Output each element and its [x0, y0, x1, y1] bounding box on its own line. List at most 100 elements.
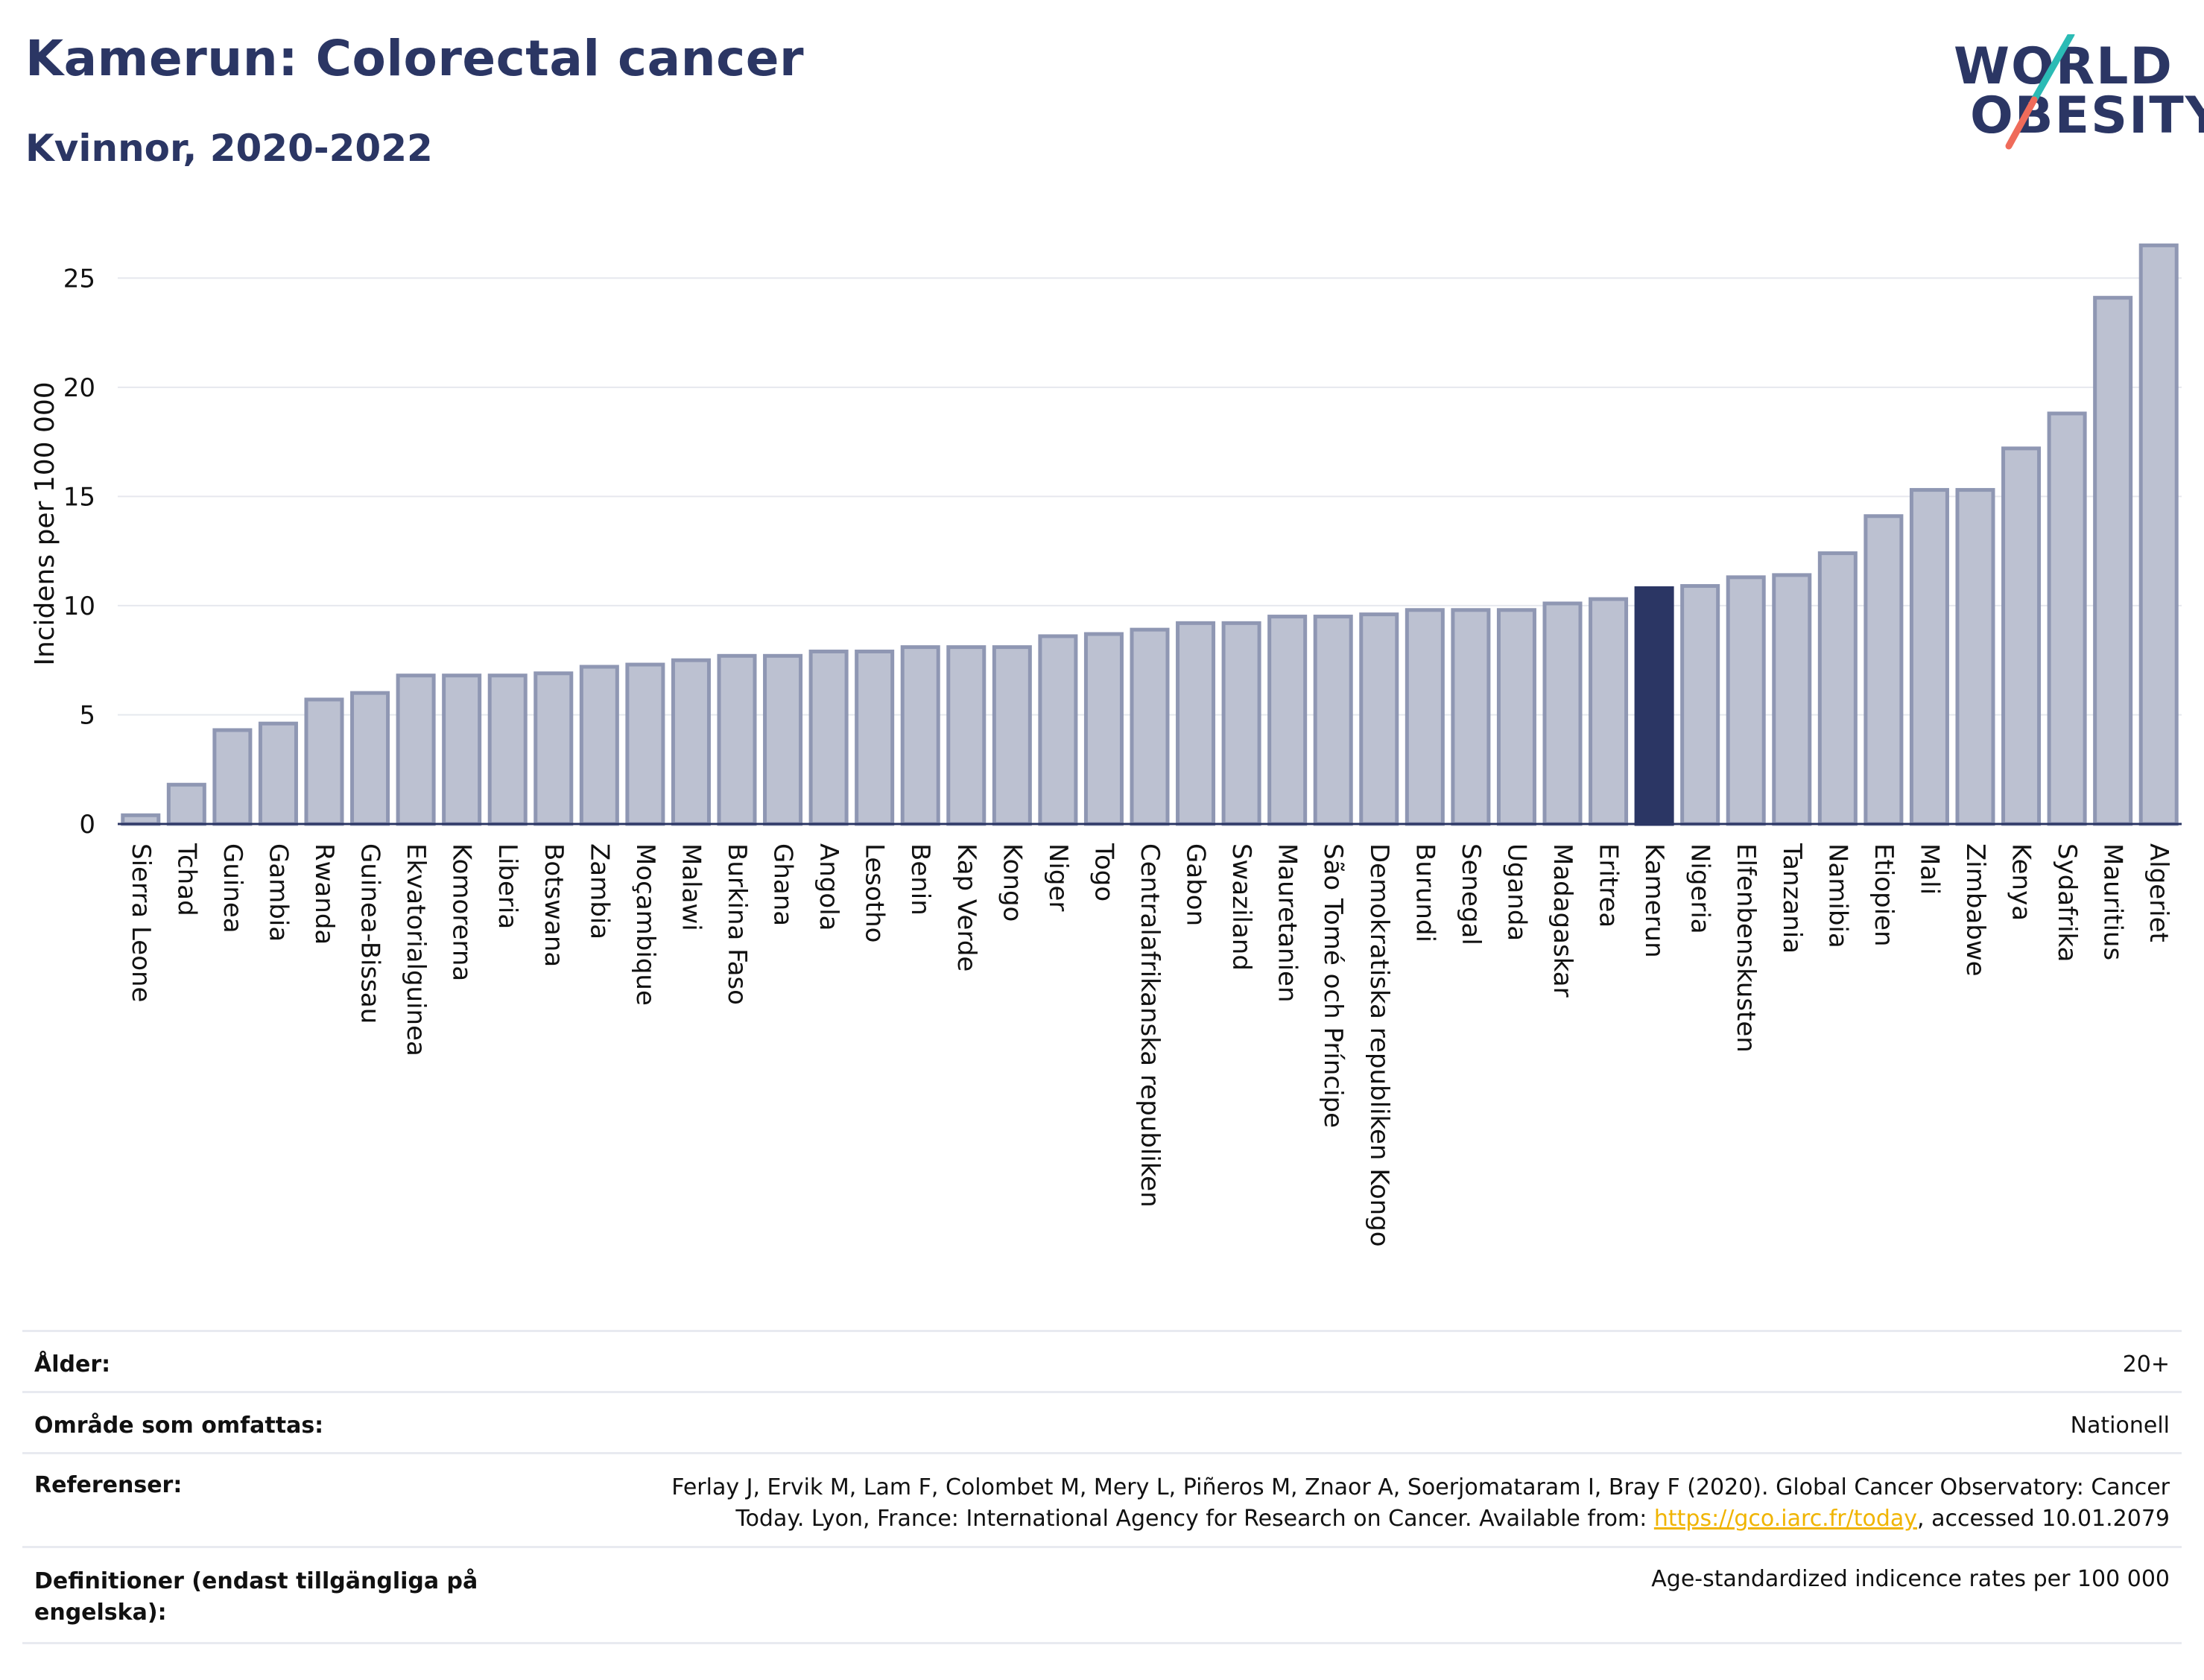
bar: [304, 697, 344, 826]
bar: [1176, 621, 1216, 826]
logo-slash-icon: [2005, 34, 2075, 150]
x-tick-label: Zambia: [584, 843, 614, 939]
references-line-1: Ferlay J, Ervik M, Lam F, Colombet M, Me…: [671, 1474, 2170, 1500]
bar: [1130, 627, 1170, 826]
x-tick-label: Kenya: [2007, 843, 2036, 921]
x-tick-label: Guinea: [218, 843, 247, 933]
age-value: 20+: [2122, 1351, 2170, 1378]
x-tick-label: Mauritius: [2098, 843, 2128, 960]
y-tick-label: 25: [63, 264, 95, 294]
y-tick-label: 10: [63, 592, 95, 621]
bar: [1221, 621, 1261, 826]
bar: [350, 691, 390, 826]
x-tick-label: Gambia: [263, 843, 293, 942]
meta-row-references: Referenser: Ferlay J, Ervik M, Lam F, Co…: [22, 1452, 2182, 1548]
x-tick-label: Lesotho: [860, 843, 890, 942]
x-tick-label: Benin: [905, 843, 935, 916]
x-tick-label: Tchad: [171, 843, 201, 916]
x-tick-label: Mauretanien: [1273, 843, 1302, 1003]
bar-chart: 0 5 10 15 20 25 Incidens per 100 000 Sierra Leo…: [30, 243, 2182, 1247]
x-tick-label: Centralafrikanska republiken: [1135, 843, 1165, 1208]
bar: [763, 653, 803, 826]
x-tick-label: Etiopien: [1869, 843, 1899, 947]
chart-title: Kamerun: Colorectal cancer: [25, 30, 805, 87]
x-tick-label: Kongo: [997, 843, 1027, 922]
y-axis-label: Incidens per 100 000: [30, 381, 60, 665]
references-value: Ferlay J, Ervik M, Lam F, Colombet M, Me…: [671, 1472, 2170, 1535]
bar: [1909, 488, 1949, 826]
references-link[interactable]: https://gco.iarc.fr/today: [1653, 1506, 1918, 1532]
x-tick-label: Senegal: [1456, 843, 1486, 945]
y-tick-label: 20: [63, 373, 95, 403]
x-tick-label: Liberia: [493, 843, 522, 929]
bar: [1955, 488, 1995, 826]
x-tick-label: Demokratiska republiken Kongo: [1364, 843, 1394, 1247]
bar: [1589, 597, 1629, 826]
x-tick-label: Angola: [814, 843, 843, 931]
x-tick-label: Komorerna: [447, 843, 477, 981]
bar: [1267, 615, 1308, 826]
x-tick-label: Eritrea: [1594, 843, 1624, 928]
age-label: Ålder:: [34, 1351, 111, 1378]
bar: [487, 673, 528, 826]
bar: [533, 671, 574, 826]
definitions-label-line-1: Definitioner (endast tillgängliga på: [34, 1568, 478, 1594]
definitions-value: Age-standardized indicence rates per 100…: [1651, 1566, 2170, 1592]
bar: [1313, 615, 1353, 826]
meta-row-definitions: Definitioner (endast tillgängliga på eng…: [22, 1546, 2182, 1644]
x-tick-label: Nigeria: [1685, 843, 1715, 934]
x-tick-label: Madagaskar: [1548, 843, 1577, 998]
x-tick-label: São Tomé och Príncipe: [1318, 843, 1348, 1128]
bar: [855, 649, 895, 826]
meta-row-area: Område som omfattas: Nationell: [22, 1391, 2182, 1454]
bar: [808, 649, 849, 826]
logo-text-obesity: OBESITY: [1970, 86, 2204, 145]
references-label: Referenser:: [34, 1472, 183, 1498]
bar: [442, 673, 482, 826]
bar: [1496, 608, 1536, 826]
bar: [1359, 612, 1399, 826]
bar: [1634, 586, 1674, 826]
x-tick-label: Gabon: [1181, 843, 1211, 926]
bar: [1726, 575, 1766, 826]
x-tick-label: Algeriet: [2144, 843, 2173, 942]
x-tick-label: Ekvatorialguinea: [401, 843, 431, 1056]
bar: [121, 813, 161, 826]
bar: [396, 673, 436, 826]
bar: [946, 645, 987, 826]
x-tick-label: Niger: [1043, 843, 1073, 911]
x-tick-label: Burundi: [1410, 843, 1440, 942]
x-tick-label: Togo: [1089, 843, 1118, 901]
bar: [166, 782, 206, 826]
bar: [2047, 411, 2087, 826]
world-obesity-logo[interactable]: WORLD OBESITY: [1937, 34, 2204, 161]
bar: [900, 645, 940, 826]
x-tick-label: Guinea-Bissau: [355, 843, 385, 1024]
bar: [1817, 551, 1858, 826]
bar: [1083, 632, 1124, 826]
bar: [258, 721, 298, 826]
metadata-table: Ålder: 20+ Område som omfattas: Nationel…: [22, 1330, 2182, 1650]
x-tick-label: Rwanda: [309, 843, 339, 945]
x-tick-label: Ghana: [768, 843, 798, 926]
definitions-label-line-2: engelska):: [34, 1600, 167, 1626]
x-tick-label: Namibia: [1823, 843, 1852, 948]
bar: [1038, 634, 1078, 826]
x-tick-label: Swaziland: [1226, 843, 1256, 971]
x-tick-label: Sierra Leone: [126, 843, 156, 1002]
bar: [1451, 608, 1491, 826]
bar: [717, 653, 757, 826]
bar: [1680, 584, 1720, 826]
bar: [2093, 296, 2133, 826]
x-tick-label: Moçambique: [630, 843, 660, 1006]
bar: [1772, 573, 1812, 826]
x-tick-label: Kap Verde: [951, 843, 981, 971]
bar: [1405, 608, 1445, 826]
x-tick-label: Mali: [1914, 843, 1944, 895]
area-value: Nationell: [2070, 1413, 2170, 1439]
x-tick-label: Malawi: [676, 843, 706, 931]
bar: [1863, 514, 1904, 826]
y-tick-label: 5: [79, 700, 95, 730]
bar: [625, 662, 665, 826]
chart-subtitle: Kvinnor, 2020-2022: [25, 127, 433, 170]
